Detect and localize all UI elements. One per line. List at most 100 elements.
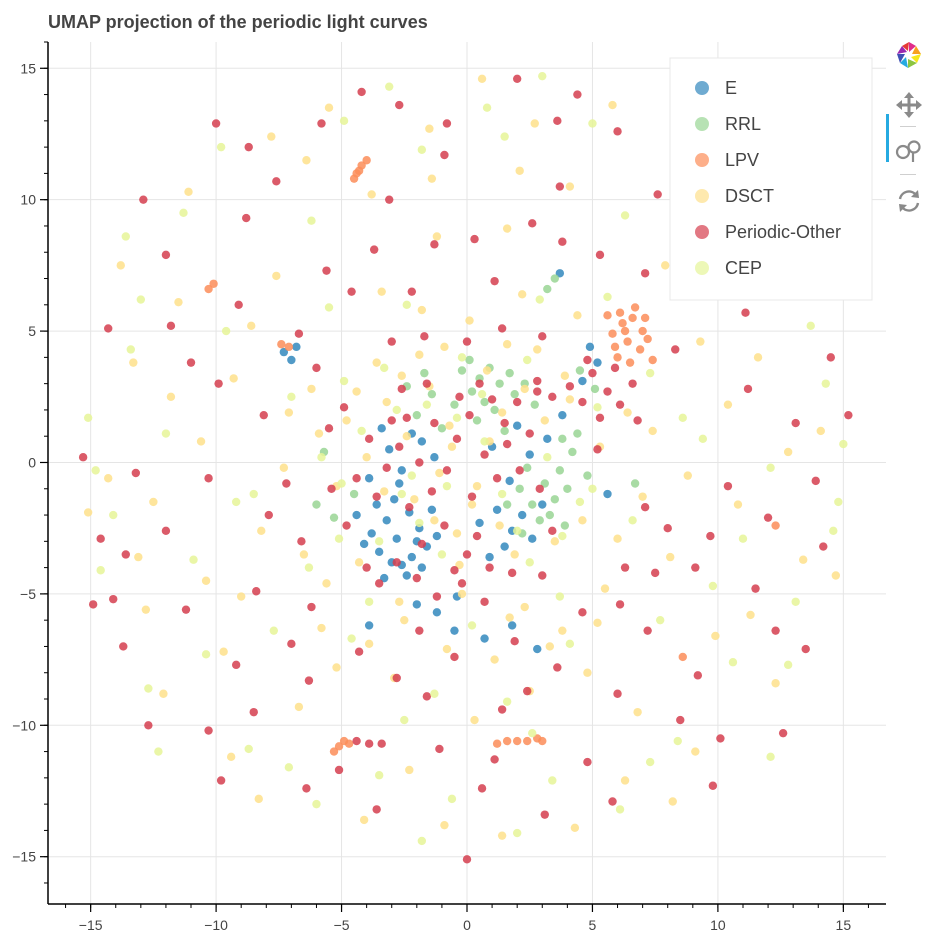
point-dsct [620,776,630,785]
point-periodic-other [691,563,700,572]
point-e [517,510,527,520]
point-cep [347,634,356,643]
point-periodic-other [613,127,622,136]
point-periodic-other [470,234,479,244]
point-periodic-other [242,213,251,223]
point-dsct [257,526,266,536]
point-e [533,644,542,654]
point-dsct [661,261,670,270]
point-periodic-other [119,642,128,651]
point-dsct [733,500,743,509]
point-periodic-other [312,363,321,373]
point-dsct [683,471,692,480]
point-e [380,573,389,583]
point-dsct [432,232,442,241]
point-dsct [226,752,236,762]
point-periodic-other [392,673,401,683]
point-dsct [648,426,657,436]
point-periodic-other [377,739,386,748]
point-periodic-other [354,647,364,656]
point-periodic-other [307,602,316,612]
point-e [364,621,374,630]
point-periodic-other [204,726,213,735]
point-periodic-other [512,397,522,407]
point-dsct [314,429,324,438]
point-periodic-other [548,526,557,536]
y-tick-label: −10 [12,717,36,733]
point-dsct [442,644,452,654]
point-cep [407,471,417,480]
point-periodic-other [211,119,221,128]
point-dsct [530,119,539,128]
point-periodic-other [791,418,800,428]
point-periodic-other [282,479,291,488]
point-cep [221,326,231,336]
point-periodic-other [487,395,497,404]
point-cep [645,368,655,378]
point-dsct [517,290,527,299]
point-periodic-other [204,474,213,483]
wheel-zoom-tool-icon[interactable] [894,136,924,166]
point-cep [766,752,775,762]
point-cep [558,531,567,541]
point-cep [728,658,738,667]
point-cep [655,615,665,625]
point-dsct [560,371,570,380]
point-dsct [771,679,780,688]
point-cep [548,776,557,785]
point-dsct [445,421,454,430]
axes: −15 −10 −5 0 5 10 15 −15 −10 −5 0 5 10 15 [12,41,886,933]
point-dsct [299,550,309,559]
point-e [385,445,394,454]
x-tick-label: 15 [836,917,852,933]
point-rrl [575,366,585,375]
legend-marker [695,189,709,203]
point-dsct [104,474,113,483]
point-e [432,531,442,541]
point-cep [839,439,848,449]
point-rrl [555,466,565,475]
point-periodic-other [528,219,537,228]
point-cep [201,650,211,659]
point-periodic-other [422,379,432,388]
point-periodic-other [613,689,622,698]
point-periodic-other [432,592,442,601]
active-tool-indicator [886,114,889,162]
point-periodic-other [497,705,507,714]
point-periodic-other [640,502,650,512]
point-dsct [457,589,467,599]
point-cep [502,697,512,706]
point-rrl [412,410,422,420]
point-periodic-other [369,245,379,254]
pan-tool-icon[interactable] [894,90,924,120]
point-periodic-other [477,784,487,793]
point-dsct [395,597,404,606]
point-e [603,489,612,499]
point-periodic-other [181,605,191,614]
point-e [292,342,301,352]
point-e [585,342,595,352]
point-lpv [618,319,627,328]
y-tick-label: 10 [20,192,36,208]
point-periodic-other [357,87,366,97]
point-dsct [638,492,647,501]
point-rrl [480,397,489,407]
point-rrl [437,424,447,433]
toolbar-divider [900,174,916,175]
point-periodic-other [497,324,507,333]
point-e [480,634,489,643]
point-cep [698,434,708,444]
reset-tool-icon[interactable] [894,186,924,216]
point-cep [628,516,637,525]
point-periodic-other [244,142,253,152]
point-cep [400,715,409,725]
point-dsct [633,707,642,717]
point-periodic-other [492,474,502,483]
point-periodic-other [435,744,444,754]
bokeh-logo-icon[interactable] [894,40,924,70]
point-periodic-other [490,755,499,764]
point-rrl [312,500,321,509]
point-dsct [440,820,449,830]
point-periodic-other [462,550,472,559]
